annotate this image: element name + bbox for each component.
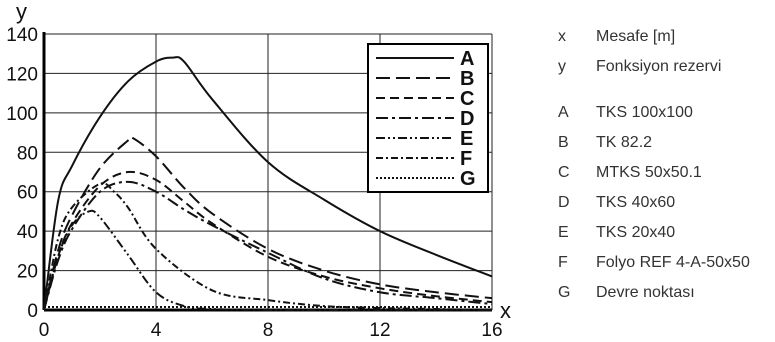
x-axis-label: x	[500, 298, 511, 323]
key-text: TK 82.2	[596, 134, 653, 151]
key-code: E	[558, 224, 569, 241]
key-code: B	[558, 134, 569, 151]
key-text: TKS 100x100	[596, 104, 693, 121]
x-tick-label: 4	[151, 320, 162, 341]
key-text: TKS 40x60	[596, 194, 676, 211]
legend-label-b: B	[460, 68, 474, 90]
series-line-a	[43, 56, 493, 311]
key-text: Fonksiyon rezervi	[596, 58, 722, 75]
key-code: C	[558, 164, 570, 181]
legend-label-c: C	[460, 88, 474, 110]
key-row-g: G Devre noktası	[540, 278, 770, 308]
chart-area: 0 20 40 60 80 100 120 140 0 4 8 12 16 y x A B C D E F G	[6, 0, 511, 341]
key-text: TKS 20x40	[596, 224, 676, 241]
y-tick-label: 100	[6, 104, 38, 125]
key-code: D	[558, 194, 570, 211]
key-row-b: B TK 82.2	[540, 128, 770, 158]
key-code: A	[558, 104, 569, 121]
key-row-d: D TKS 40x60	[540, 188, 770, 218]
x-tick-label: 8	[263, 320, 274, 341]
key-row-f: F Folyo REF 4-A-50x50	[540, 248, 770, 278]
legend-label-a: A	[460, 48, 474, 70]
key-code: G	[558, 284, 571, 301]
series-line-b	[43, 135, 493, 311]
y-tick-label: 40	[17, 222, 38, 243]
series-line-d	[43, 180, 493, 311]
key-row-c: C MTKS 50x50.1	[540, 158, 770, 188]
key-text: Devre noktası	[596, 284, 695, 301]
key-panel: x Mesafe [m] y Fonksiyon rezervi A TKS 1…	[540, 22, 770, 308]
y-tick-label: 80	[17, 143, 38, 164]
legend-label-e: E	[460, 128, 473, 150]
key-code: y	[558, 58, 566, 75]
y-tick-label: 120	[6, 64, 38, 85]
y-tick-label: 140	[6, 25, 38, 46]
series-line-f	[43, 182, 493, 311]
key-text: Mesafe [m]	[596, 28, 676, 45]
x-tick-label: 0	[39, 320, 50, 341]
key-text: Folyo REF 4-A-50x50	[596, 254, 750, 271]
y-axis-label: y	[16, 0, 27, 24]
legend-label-d: D	[460, 108, 474, 130]
key-row-a: A TKS 100x100	[540, 98, 770, 128]
key-code: F	[558, 254, 568, 271]
series-line-c	[43, 170, 493, 311]
key-row-e: E TKS 20x40	[540, 218, 770, 248]
legend-label-f: F	[460, 148, 472, 170]
legend-label-g: G	[460, 168, 476, 190]
y-tick-label: 0	[27, 301, 38, 322]
y-tick-label: 60	[17, 183, 38, 204]
series-line-e	[43, 209, 492, 312]
x-tick-label: 12	[369, 320, 390, 341]
key-row-x: x Mesafe [m]	[540, 22, 770, 52]
key-row-y: y Fonksiyon rezervi	[540, 52, 770, 82]
key-code: x	[558, 28, 566, 45]
x-tick-label: 16	[481, 320, 502, 341]
y-tick-label: 20	[17, 262, 38, 283]
key-text: MTKS 50x50.1	[596, 164, 702, 181]
